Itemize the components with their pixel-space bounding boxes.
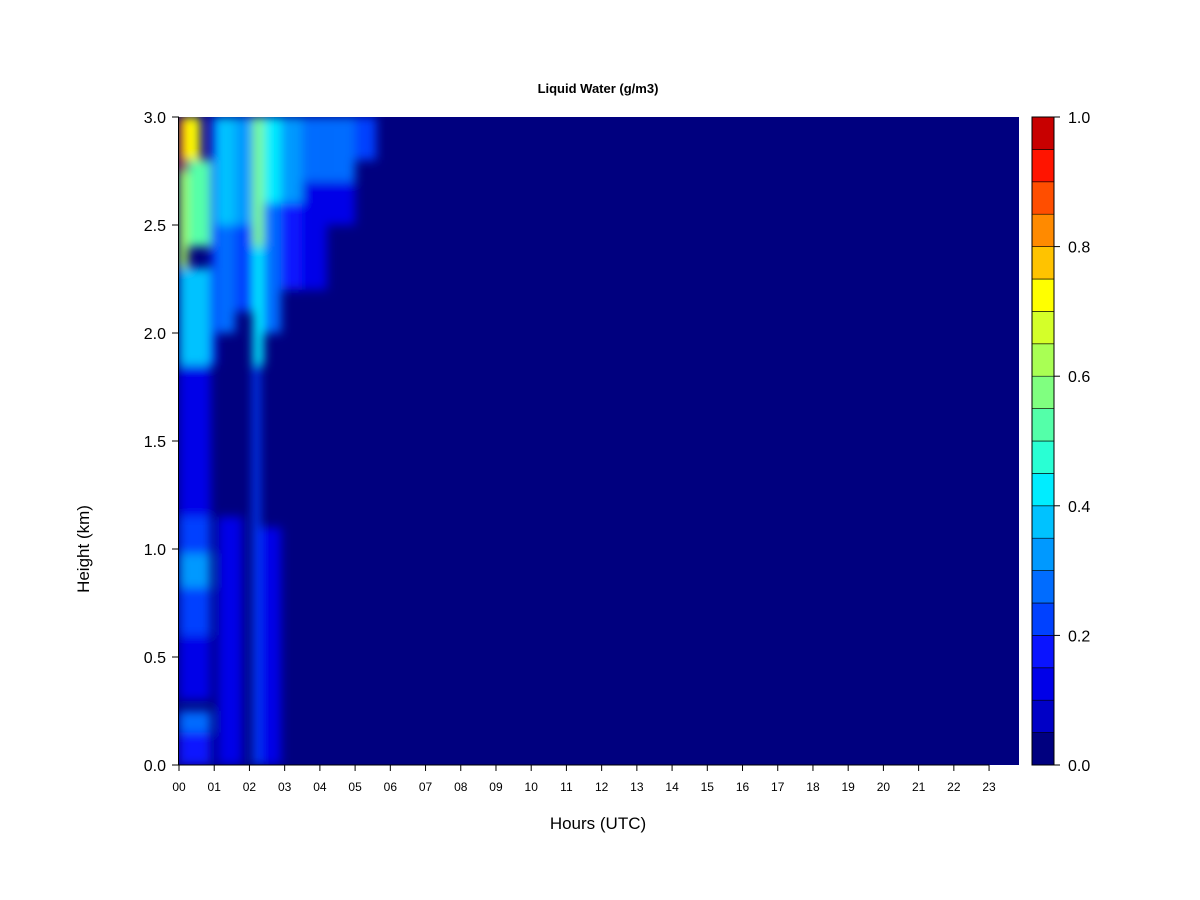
y-tick-label: 1.5 (144, 434, 166, 451)
x-tick-label: 23 (982, 780, 996, 794)
heatmap-cell (179, 587, 211, 636)
colorbar-tick-label: 0.8 (1068, 240, 1090, 257)
x-tick-label: 02 (243, 780, 257, 794)
y-tick-label: 2.0 (144, 326, 166, 343)
colorbar-swatch (1031, 181, 1055, 215)
colorbar-swatch (1031, 246, 1055, 280)
heatmap-cell (215, 225, 236, 333)
heatmap-cell (179, 117, 185, 171)
x-tick-label: 05 (348, 780, 362, 794)
heatmap-cell (281, 117, 303, 204)
heatmap-cell (179, 711, 211, 733)
heatmap-cell (252, 117, 264, 247)
x-tick-label: 14 (665, 780, 679, 794)
heatmap-cell (179, 268, 211, 366)
colorbar-swatch (1031, 570, 1055, 604)
heatmap-cell (179, 365, 211, 517)
heatmap-cell (184, 117, 201, 161)
heatmap-cell (217, 516, 243, 765)
colorbar-tick-label: 0.4 (1068, 499, 1090, 516)
colorbar-swatch (1031, 116, 1055, 150)
x-axis-label: Hours (UTC) (550, 814, 646, 833)
x-tick-label: 00 (172, 780, 186, 794)
heatmap-cell (179, 171, 188, 269)
x-tick-label: 04 (313, 780, 327, 794)
y-tick-label: 2.5 (144, 218, 166, 235)
x-tick-label: 07 (419, 780, 433, 794)
heatmap-cell (260, 527, 282, 765)
colorbar-swatch (1031, 473, 1055, 507)
heatmap-cell (326, 117, 356, 182)
colorbar-tick-label: 0.2 (1068, 628, 1090, 645)
colorbar-swatch (1031, 667, 1055, 701)
heatmap-cell (179, 553, 211, 588)
y-axis: 0.0 0.5 1.0 1.5 2.0 2.5 3.0 (144, 110, 179, 775)
heatmap-cell (326, 181, 356, 225)
x-tick-label: 21 (912, 780, 926, 794)
colorbar-swatch (1031, 602, 1055, 636)
x-tick-label: 08 (454, 780, 468, 794)
colorbar-swatch (1031, 635, 1055, 669)
colorbar: 0.0 0.2 0.4 0.6 0.8 1.0 (1031, 110, 1090, 775)
colorbar-tick-label: 1.0 (1068, 110, 1090, 127)
x-axis: 00 01 02 03 04 05 06 07 08 09 10 11 12 13 14 15 16 17 18 19… (172, 764, 996, 794)
heatmap-cell (302, 181, 327, 290)
colorbar-swatch (1031, 408, 1055, 442)
colorbar-swatch (1031, 537, 1055, 571)
colorbar-swatch (1031, 278, 1055, 312)
heatmap-cell (187, 160, 211, 247)
heatmap-cell (281, 203, 303, 290)
colorbar-tick-label: 0.6 (1068, 369, 1090, 386)
x-tick-label: 18 (806, 780, 820, 794)
x-tick-label: 16 (736, 780, 750, 794)
plot-area (179, 117, 1019, 765)
heatmap-cell (263, 117, 282, 204)
heatmap-cell (235, 117, 253, 225)
colorbar-swatch (1031, 505, 1055, 539)
colorbar-swatch (1031, 213, 1055, 247)
x-tick-label: 06 (384, 780, 398, 794)
x-tick-label: 09 (489, 780, 503, 794)
colorbar-swatch (1031, 343, 1055, 377)
y-tick-label: 0.0 (144, 758, 166, 775)
heatmap-cell (252, 246, 264, 366)
heatmap-cell (235, 225, 253, 312)
colorbar-swatch (1031, 732, 1055, 766)
heatmap-cell (355, 117, 377, 161)
x-tick-label: 03 (278, 780, 292, 794)
chart-title: Liquid Water (g/m3) (538, 81, 659, 96)
heatmap-cells (179, 117, 377, 765)
colorbar-swatch (1031, 311, 1055, 345)
x-tick-label: 01 (208, 780, 222, 794)
x-tick-label: 13 (630, 780, 644, 794)
heatmap-cell (302, 117, 327, 182)
x-tick-label: 11 (560, 780, 573, 794)
colorbar-swatch (1031, 375, 1055, 409)
heatmap-cell (179, 732, 211, 765)
colorbar-swatch (1031, 699, 1055, 733)
heatmap-cell (252, 365, 261, 765)
colorbar-tick-label: 0.0 (1068, 758, 1090, 775)
colorbar-frame (1031, 116, 1055, 766)
x-tick-label: 20 (877, 780, 891, 794)
y-tick-label: 0.5 (144, 650, 166, 667)
colorbar-swatch (1031, 149, 1055, 183)
x-tick-label: 12 (595, 780, 609, 794)
x-tick-label: 15 (701, 780, 715, 794)
heatmap-cell (210, 117, 216, 366)
x-tick-label: 17 (771, 780, 785, 794)
heatmap-cell (263, 203, 282, 333)
heatmap-cell (179, 516, 211, 554)
heatmap-cell (179, 635, 211, 701)
x-tick-label: 10 (525, 780, 539, 794)
colorbar-swatch (1031, 440, 1055, 474)
y-tick-label: 3.0 (144, 110, 166, 127)
y-axis-label: Height (km) (74, 505, 93, 593)
y-tick-label: 1.0 (144, 542, 166, 559)
x-tick-label: 22 (947, 780, 961, 794)
heatmap-cell (215, 117, 236, 225)
x-tick-label: 19 (842, 780, 856, 794)
